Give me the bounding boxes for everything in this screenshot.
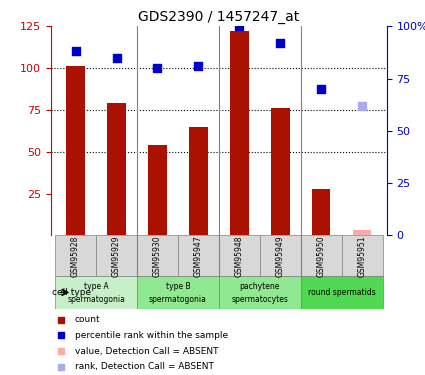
Text: count: count (74, 315, 100, 324)
FancyBboxPatch shape (178, 236, 219, 276)
Point (72, 48, 79, 54)
Text: GSM95951: GSM95951 (358, 235, 367, 277)
FancyBboxPatch shape (301, 276, 382, 309)
FancyBboxPatch shape (55, 236, 96, 276)
Bar (148, 145, 167, 236)
Text: type B: type B (166, 282, 190, 291)
Text: type A: type A (84, 282, 108, 291)
Point (307, 297, 314, 303)
Title: GDS2390 / 1457247_at: GDS2390 / 1457247_at (138, 10, 300, 24)
FancyBboxPatch shape (342, 236, 383, 276)
FancyBboxPatch shape (137, 236, 178, 276)
FancyBboxPatch shape (55, 276, 137, 309)
Text: GSM95949: GSM95949 (276, 235, 285, 277)
Point (113, 55, 120, 61)
Bar (230, 31, 249, 236)
Point (277, 40, 284, 46)
Bar (66, 66, 85, 236)
Point (307, 12, 314, 18)
Point (154, 65, 161, 71)
Text: GSM95928: GSM95928 (71, 235, 80, 276)
Text: GSM95948: GSM95948 (235, 235, 244, 277)
Point (307, 154, 314, 160)
FancyBboxPatch shape (260, 236, 301, 276)
FancyBboxPatch shape (96, 236, 137, 276)
Text: pachytene: pachytene (240, 282, 280, 291)
Text: GSM95929: GSM95929 (112, 235, 121, 277)
Text: cell type: cell type (52, 288, 91, 297)
Text: round spermatids: round spermatids (308, 288, 376, 297)
Text: spermatogonia: spermatogonia (149, 294, 207, 303)
Point (318, 86, 325, 92)
Text: spermatogonia: spermatogonia (67, 294, 125, 303)
Text: rank, Detection Call = ABSENT: rank, Detection Call = ABSENT (74, 362, 213, 371)
FancyBboxPatch shape (219, 236, 260, 276)
Text: GSM95947: GSM95947 (194, 235, 203, 277)
Point (359, 103, 366, 109)
Text: spermatocytes: spermatocytes (231, 294, 288, 303)
Text: GSM95950: GSM95950 (317, 235, 326, 277)
Point (236, 23, 243, 29)
Bar (189, 127, 208, 236)
Bar (271, 108, 289, 236)
Bar (312, 189, 331, 236)
FancyBboxPatch shape (137, 276, 219, 309)
Text: value, Detection Call = ABSENT: value, Detection Call = ABSENT (74, 346, 218, 355)
Text: percentile rank within the sample: percentile rank within the sample (74, 331, 228, 340)
FancyBboxPatch shape (219, 276, 301, 309)
Point (195, 63, 202, 69)
Text: GSM95930: GSM95930 (153, 235, 162, 277)
Bar (107, 103, 126, 236)
FancyBboxPatch shape (301, 236, 342, 276)
Bar (353, 230, 371, 236)
